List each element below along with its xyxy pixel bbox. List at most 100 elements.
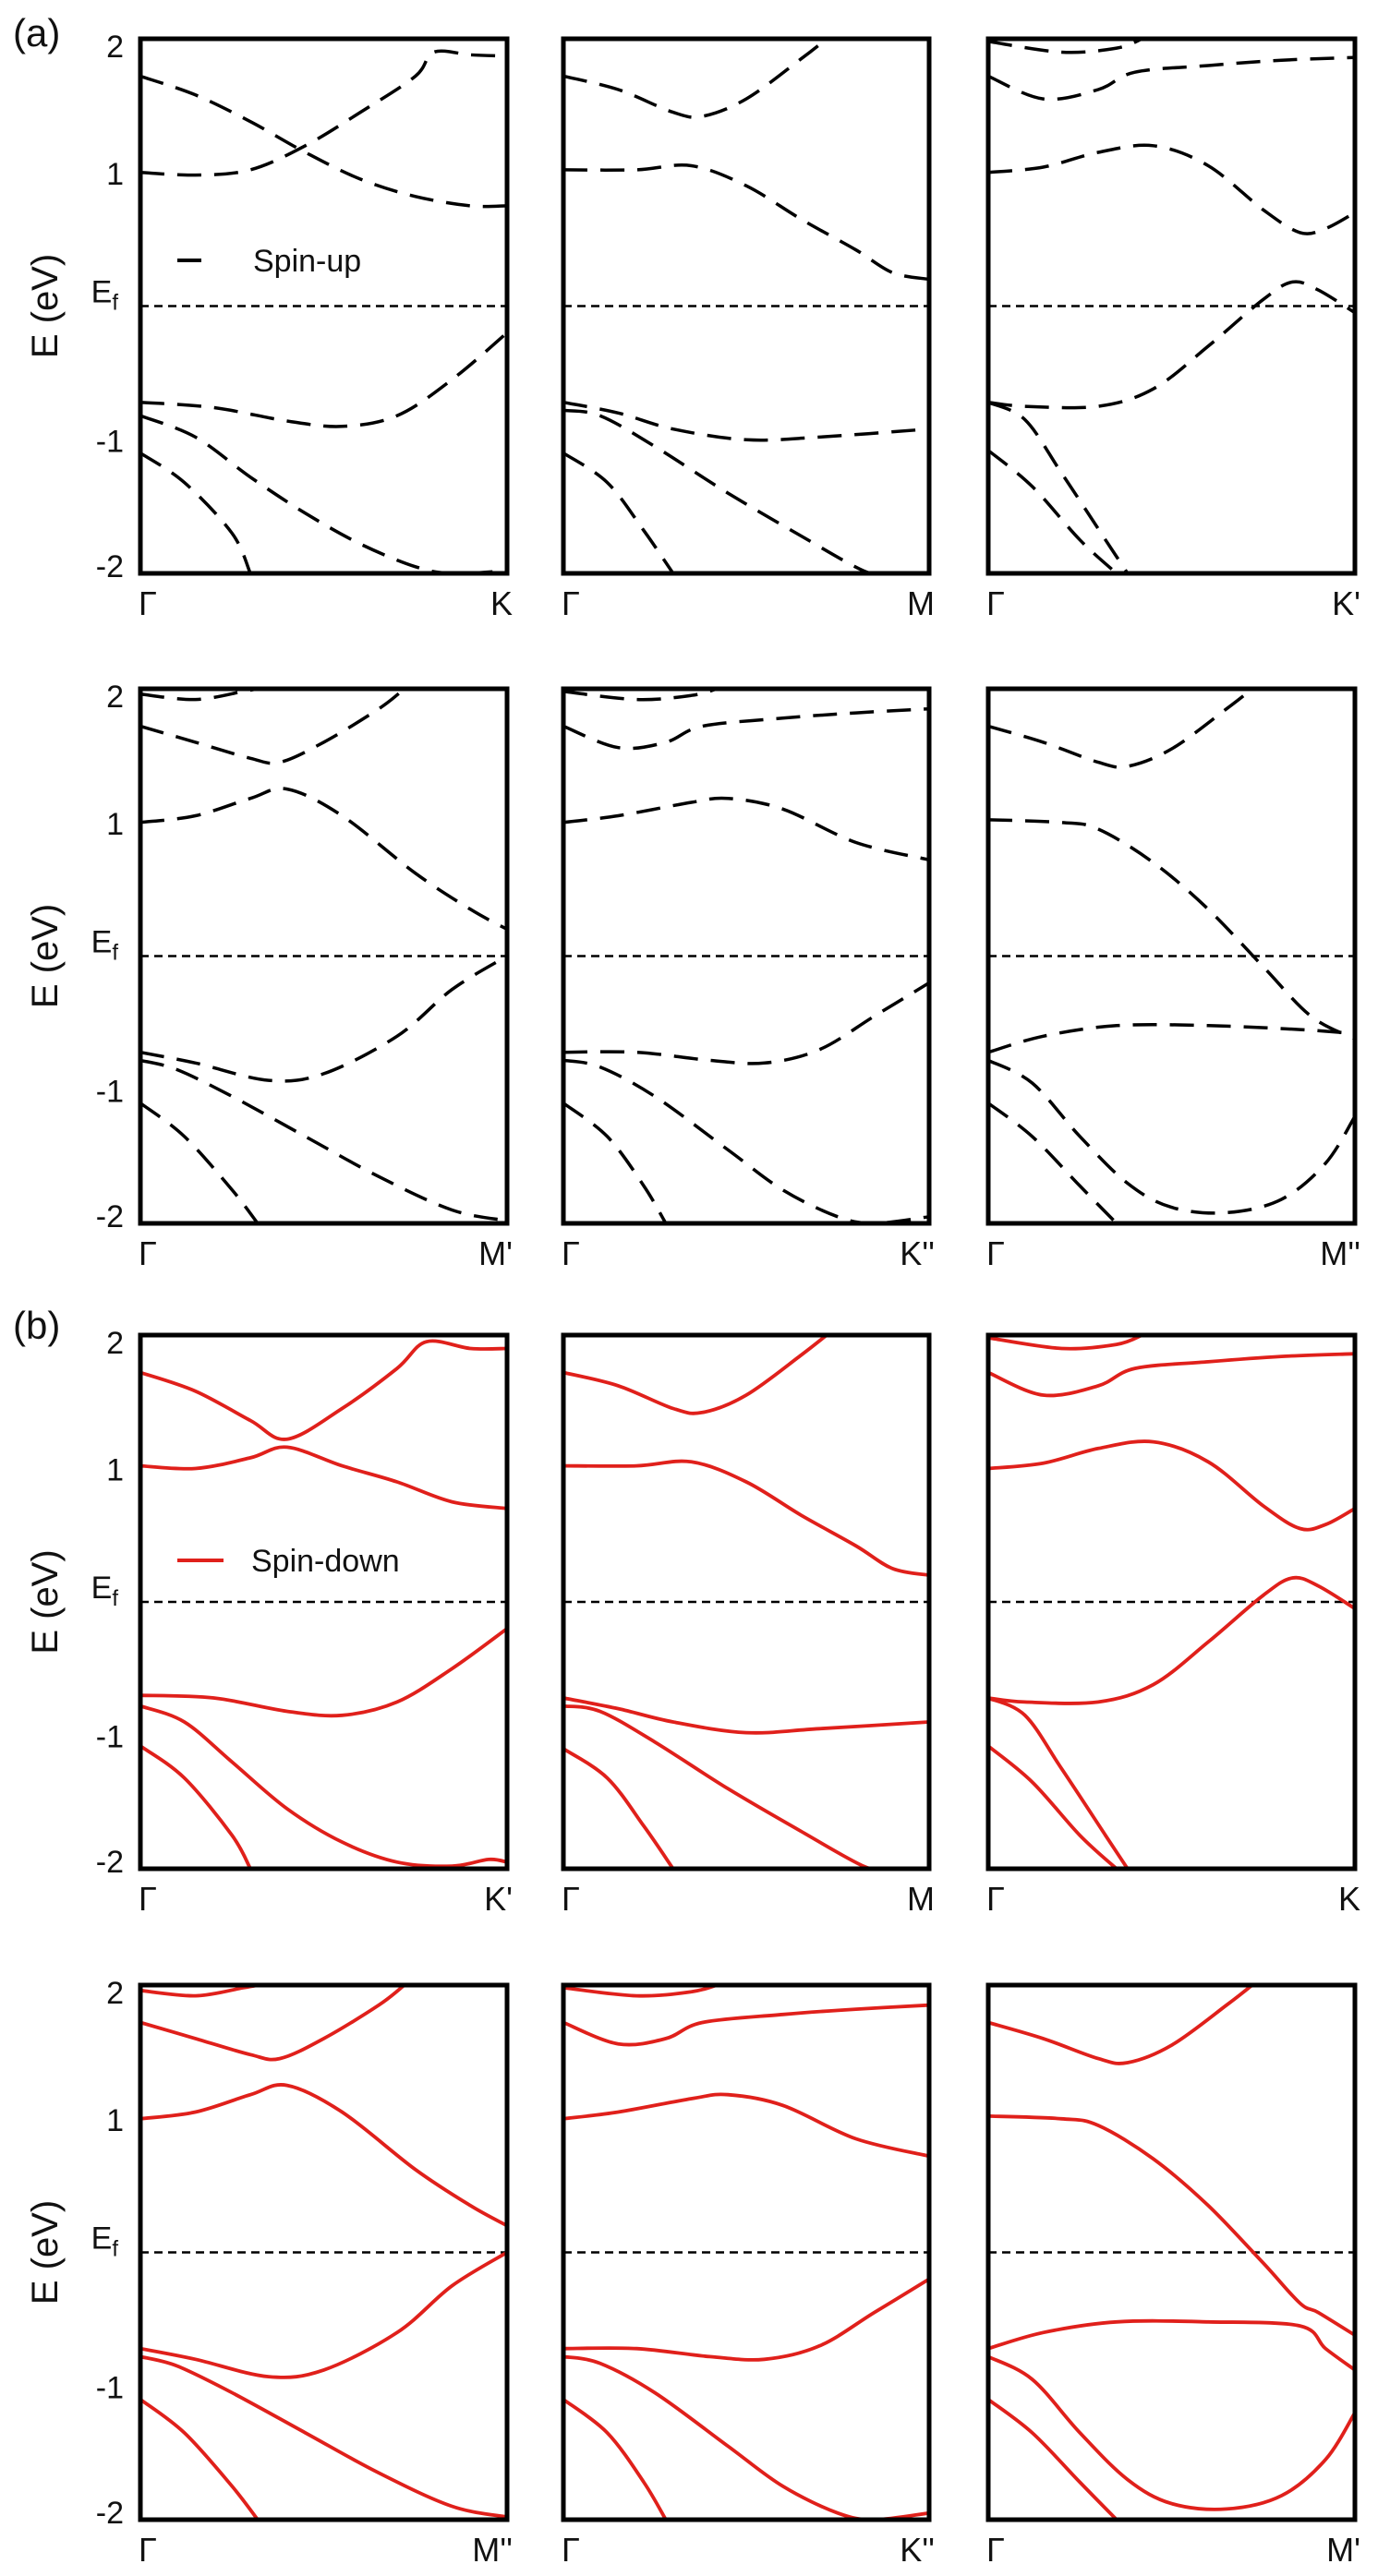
x-tick-label-start: Γ [139, 2531, 157, 2569]
band-line-4 [563, 1703, 886, 1869]
ef-subscript: f [112, 1586, 118, 1611]
band-line-3 [988, 1439, 1355, 1532]
y-axis-title-row-2: E (eV) [25, 904, 66, 1008]
band-line-4 [563, 408, 886, 573]
band-line-5 [140, 451, 252, 573]
x-tick-label-start: Γ [562, 584, 580, 622]
panel-b-5: Γ K'' [561, 1982, 935, 2569]
band-line-2 [563, 706, 929, 751]
plot-frame [138, 686, 510, 1226]
x-tick-label-start: Γ [986, 1880, 1005, 1918]
legend: Spin-down [177, 1544, 400, 1579]
ef-main: E [91, 1571, 113, 1606]
y-tick-label: -2 [96, 2496, 124, 2531]
bands [140, 1339, 507, 1869]
band-line-2 [988, 2114, 1355, 2337]
y-tick-label: -1 [96, 424, 124, 459]
plot-frame [985, 36, 1358, 576]
band-line-4 [988, 1058, 1355, 1215]
y-tick-label: -1 [96, 1720, 124, 1755]
y-tick-label: 2 [106, 1976, 124, 2011]
band-line-4 [140, 414, 507, 573]
y-tick-label-ef: Ef [91, 275, 119, 316]
y-tick-label: 1 [106, 1453, 124, 1488]
y-tick-label: -2 [96, 1845, 124, 1880]
plot-frame [561, 36, 932, 576]
band-line-4 [988, 280, 1355, 410]
bands [563, 39, 929, 573]
x-tick-label-end: M' [478, 1234, 513, 1272]
band-line-5 [140, 1744, 252, 1869]
x-tick-label-end: K'' [900, 1234, 935, 1272]
band-line-2 [988, 1352, 1355, 1398]
x-tick-label-start: Γ [139, 1234, 157, 1272]
band-line-2 [140, 74, 507, 209]
ef-main: E [91, 925, 113, 960]
band-line-2 [988, 818, 1355, 1041]
band-line-3 [988, 1022, 1355, 1054]
x-tick-label-end: M'' [472, 2531, 513, 2569]
band-line-5 [988, 401, 1130, 573]
y-tick-label: 2 [106, 1326, 124, 1361]
band-line-3 [140, 331, 507, 428]
bands [988, 39, 1355, 573]
x-tick-label-end: K [490, 584, 513, 622]
band-line-5 [988, 1696, 1130, 1869]
band-line-5 [563, 1058, 929, 1223]
ef-subscript: f [112, 941, 118, 966]
legend-label: Spin-up [253, 244, 361, 279]
x-tick-label-start: Γ [139, 584, 157, 622]
x-tick-label-end: K' [484, 1880, 513, 1918]
panel-b-4: 2 1 Ef -1 -2 Γ M'' [91, 1976, 513, 2569]
plot-frame [561, 686, 932, 1226]
x-tick-label-end: M [907, 584, 935, 622]
x-tick-label-start: Γ [986, 584, 1005, 622]
ef-main: E [91, 2221, 113, 2257]
bands [988, 689, 1355, 1223]
bands [563, 1335, 929, 1869]
band-line-4 [988, 2354, 1355, 2511]
x-tick-label-start: Γ [986, 2531, 1005, 2569]
band-line-3 [988, 2318, 1355, 2372]
band-line-5 [563, 2354, 929, 2520]
band-line-3 [140, 1627, 507, 1718]
plot-frame [138, 1982, 510, 2522]
panel-a-6: Γ M'' [985, 686, 1360, 1272]
band-line-3 [563, 1696, 929, 1735]
band-line-1 [563, 1985, 718, 1998]
band-line-3 [563, 2092, 929, 2159]
band-line-6 [140, 2398, 260, 2520]
y-tick-label: 1 [106, 157, 124, 192]
band-line-3 [988, 143, 1355, 235]
band-line-2 [140, 1985, 405, 2062]
band-line-6 [988, 1744, 1118, 1869]
band-line-4 [140, 955, 507, 1083]
band-line-3 [140, 2083, 507, 2228]
y-tick-label: -2 [96, 549, 124, 584]
panel-b-6: Γ M' [985, 1982, 1360, 2569]
band-line-6 [988, 449, 1118, 573]
x-tick-label-start: Γ [562, 1234, 580, 1272]
section-label-b: (b) [13, 1304, 60, 1347]
plot-frame [561, 1982, 932, 2522]
y-axis-title-row-3: E (eV) [25, 1549, 66, 1654]
band-line-1 [988, 1985, 1253, 2065]
plot-frame [561, 1332, 932, 1872]
panel-a-5: Γ K'' [561, 686, 935, 1272]
band-line-4 [563, 2277, 929, 2362]
x-tick-label-end: M [907, 1880, 935, 1918]
band-line-3 [563, 796, 929, 862]
legend: Spin-up [177, 244, 361, 279]
x-tick-label-start: Γ [139, 1880, 157, 1918]
plot-frame [138, 1332, 510, 1872]
y-tick-label-ef: Ef [91, 925, 119, 966]
band-line-1 [563, 1335, 828, 1415]
band-line-5 [140, 2354, 507, 2519]
band-line-3 [140, 787, 507, 932]
y-tick-label: -1 [96, 2370, 124, 2405]
y-tick-label-ef: Ef [91, 1571, 119, 1611]
x-tick-label-start: Γ [562, 2531, 580, 2569]
